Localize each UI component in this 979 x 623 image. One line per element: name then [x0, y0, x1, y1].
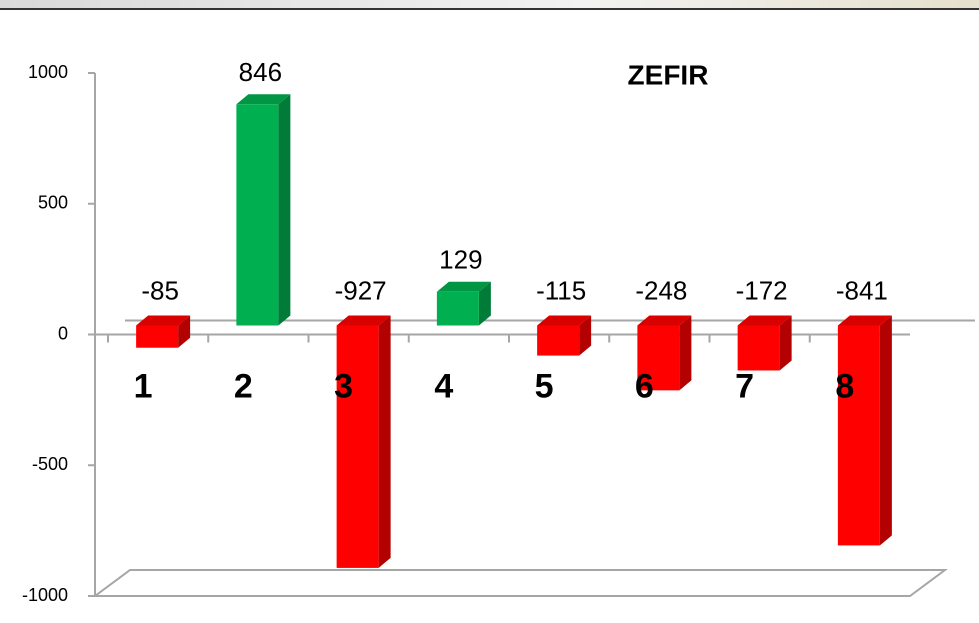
bar — [336, 325, 379, 568]
bar — [837, 325, 880, 546]
bar-top — [336, 315, 391, 326]
x-tick-label: 4 — [434, 367, 453, 405]
value-label: -841 — [836, 275, 888, 305]
bar-side — [579, 315, 592, 356]
bar-side — [879, 315, 892, 546]
value-label: -248 — [635, 275, 687, 305]
x-tick-label: 6 — [635, 367, 654, 405]
value-label: -115 — [536, 275, 586, 305]
bar — [136, 325, 179, 348]
bar-side — [278, 94, 291, 326]
floor — [91, 569, 949, 597]
bar-top — [537, 315, 592, 326]
x-tick-label: 2 — [234, 367, 253, 405]
bar-side — [178, 315, 191, 348]
chart-title: ZEFIR — [628, 59, 709, 90]
bar-side — [478, 281, 491, 326]
bar-side — [679, 315, 692, 391]
y-tick-label: 0 — [58, 323, 68, 343]
header-band — [0, 0, 979, 9]
bar-top — [637, 315, 692, 326]
value-label: -927 — [335, 275, 387, 305]
x-tick-label: 1 — [134, 367, 153, 405]
bar-side — [378, 315, 391, 568]
x-tick-label: 3 — [334, 367, 353, 405]
bar-top — [737, 315, 792, 326]
x-tick-label: 8 — [835, 367, 854, 405]
y-tick-label: 1000 — [28, 62, 68, 82]
y-tick-label: -1000 — [22, 585, 68, 605]
bar-top — [136, 315, 191, 326]
value-label: 846 — [239, 57, 282, 87]
value-label: -85 — [141, 275, 179, 305]
bar — [637, 325, 680, 391]
bar — [436, 291, 479, 326]
x-tick-label: 5 — [535, 367, 554, 405]
bar — [537, 325, 580, 356]
bar-side — [779, 315, 792, 371]
value-label: 129 — [439, 245, 482, 275]
x-tick-label: 7 — [735, 367, 754, 405]
bar-top — [837, 315, 892, 326]
bar — [236, 104, 279, 326]
bar-top — [236, 94, 291, 105]
y-tick-label: -500 — [32, 454, 68, 474]
bar — [737, 325, 780, 371]
value-label: -172 — [736, 275, 788, 305]
bar-top — [436, 281, 491, 292]
y-tick-label: 500 — [38, 193, 68, 213]
